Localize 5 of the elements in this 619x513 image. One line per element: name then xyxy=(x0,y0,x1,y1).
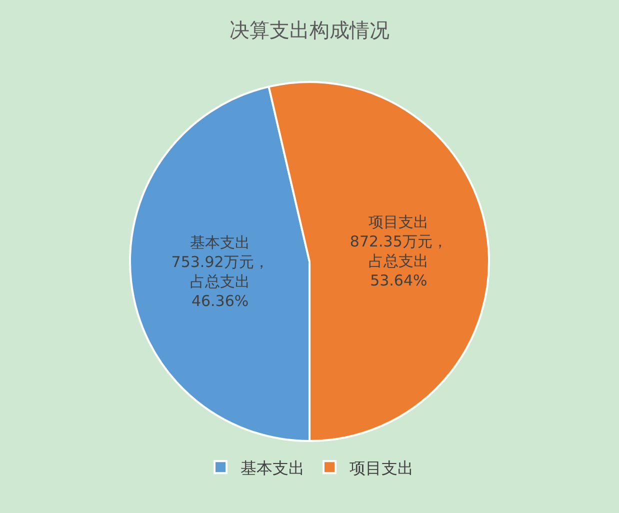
legend-label: 基本支出 xyxy=(240,458,304,478)
data-label: 项目支出872.35万元，占总支出53.64% xyxy=(350,213,448,290)
legend-label: 项目支出 xyxy=(350,458,414,478)
chart-title: 决算支出构成情况 xyxy=(230,18,390,42)
data-label: 基本支出753.92万元，占总支出46.36% xyxy=(171,234,269,310)
